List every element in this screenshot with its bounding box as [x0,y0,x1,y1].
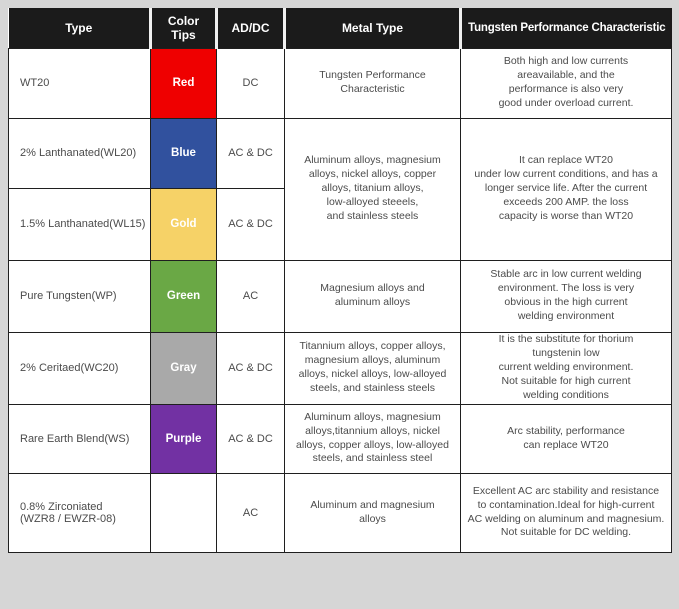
type-cell: WT20 [8,47,151,119]
table-row-wzr8: 0.8% Zirconiated (WZR8 / EWZR-08) White … [8,472,672,553]
characteristic-cell: Arc stability, performance can replace W… [460,403,672,474]
header-performance-characteristic: Tungsten Performance Characteristic [459,8,672,48]
color-chip-white: White [150,472,217,553]
type-cell: 0.8% Zirconiated (WZR8 / EWZR-08) [8,472,151,553]
metal-type-cell: Magnesium alloys and aluminum alloys [284,259,461,333]
current-cell: AC & DC [216,403,285,474]
current-cell: AC [216,259,285,333]
color-chip-green: Green [150,259,217,333]
header-type: Type [8,8,151,48]
metal-type-cell: Aluminum alloys, magnesium alloys,titann… [284,403,461,474]
current-cell: AC & DC [216,331,285,405]
type-cell: Rare Earth Blend(WS) [8,403,151,474]
header-color-tips: Color Tips [149,8,217,48]
current-cell: AC [216,472,285,553]
color-chip-gold: Gold [150,187,217,261]
color-chip-red: Red [150,47,217,119]
table-row-wc20: 2% Ceritaed(WC20) Gray AC & DC Titannium… [8,331,672,405]
current-cell: AC & DC [216,117,285,189]
characteristic-cell: It is the substitute for thorium tungste… [460,331,672,405]
type-cell: 1.5% Lanthanated(WL15) [8,187,151,261]
metal-type-cell-merged: Aluminum alloys, magnesium alloys, nicke… [284,117,461,261]
tungsten-electrode-table: Type Color Tips AD/DC Metal Type Tungste… [8,8,672,553]
header-row: Type Color Tips AD/DC Metal Type Tungste… [8,8,672,48]
table-row-wp: Pure Tungsten(WP) Green AC Magnesium all… [8,259,672,333]
type-cell: 2% Ceritaed(WC20) [8,331,151,405]
header-addc: AD/DC [215,8,285,48]
table-row-ws: Rare Earth Blend(WS) Purple AC & DC Alum… [8,403,672,474]
type-cell: 2% Lanthanated(WL20) [8,117,151,189]
type-cell: Pure Tungsten(WP) [8,259,151,333]
metal-type-cell: Aluminum and magnesium alloys [284,472,461,553]
characteristic-cell-merged: It can replace WT20 under low current co… [460,117,672,261]
color-chip-gray: Gray [150,331,217,405]
metal-type-cell: Titannium alloys, copper alloys, magnesi… [284,331,461,405]
current-cell: AC & DC [216,187,285,261]
characteristic-cell: Excellent AC arc stability and resistanc… [460,472,672,553]
characteristic-cell: Both high and low currents areavailable,… [460,47,672,119]
color-chip-purple: Purple [150,403,217,474]
current-cell: DC [216,47,285,119]
color-chip-blue: Blue [150,117,217,189]
table-row-wl15: 1.5% Lanthanated(WL15) Gold AC & DC [8,187,672,261]
metal-type-cell: Tungsten Performance Characteristic [284,47,461,119]
header-metal-type: Metal Type [283,8,461,48]
table-row-wl20: 2% Lanthanated(WL20) Blue AC & DC Alumin… [8,117,672,261]
characteristic-cell: Stable arc in low current welding enviro… [460,259,672,333]
table-row-wt20: WT20 Red DC Tungsten Performance Charact… [8,47,672,119]
